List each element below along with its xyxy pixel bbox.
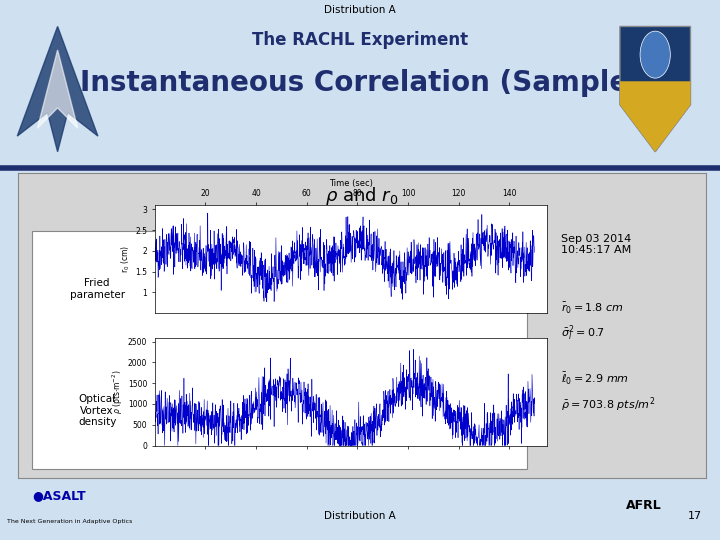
Text: Optical
Vortex
density: Optical Vortex density xyxy=(78,394,116,427)
FancyBboxPatch shape xyxy=(32,231,527,469)
Polygon shape xyxy=(620,81,690,152)
Text: ●ASALT: ●ASALT xyxy=(32,489,86,502)
Text: The RACHL Experiment: The RACHL Experiment xyxy=(252,31,468,49)
Text: Instantaneous Anti-correlation: Instantaneous Anti-correlation xyxy=(230,212,494,227)
Text: Distribution A: Distribution A xyxy=(324,511,396,522)
Polygon shape xyxy=(17,26,98,152)
Polygon shape xyxy=(620,26,690,152)
Text: $\rho$ and $r_0$: $\rho$ and $r_0$ xyxy=(325,185,398,207)
Text: Distribution A: Distribution A xyxy=(324,5,396,15)
Text: Instantaneous Correlation (Sample): Instantaneous Correlation (Sample) xyxy=(79,69,641,97)
Polygon shape xyxy=(37,50,78,128)
Text: 17: 17 xyxy=(688,511,702,522)
X-axis label: Time (sec): Time (sec) xyxy=(329,179,373,188)
Text: $\bar{r}_0= 1.8\ cm$
$\bar{\sigma}_l^2= 0.7$: $\bar{r}_0= 1.8\ cm$ $\bar{\sigma}_l^2= … xyxy=(561,301,624,343)
Text: Fried
parameter: Fried parameter xyxy=(70,278,125,300)
Text: The Next Generation in Adaptive Optics: The Next Generation in Adaptive Optics xyxy=(7,519,132,524)
Text: AFRL: AFRL xyxy=(626,500,662,512)
Circle shape xyxy=(640,31,670,78)
Text: $\bar{\ell}_0= 2.9\ mm$
$\bar{\rho}= 703.8\ pts/m^2$: $\bar{\ell}_0= 2.9\ mm$ $\bar{\rho}= 703… xyxy=(561,371,656,414)
Text: Sep 03 2014
10:45:17 AM: Sep 03 2014 10:45:17 AM xyxy=(561,234,631,255)
Y-axis label: r$_0$ (cm): r$_0$ (cm) xyxy=(120,245,132,273)
Y-axis label: $\rho$ (pts$\cdot$m$^{-2}$): $\rho$ (pts$\cdot$m$^{-2}$) xyxy=(111,369,125,414)
Text: ✈: ✈ xyxy=(35,62,81,116)
